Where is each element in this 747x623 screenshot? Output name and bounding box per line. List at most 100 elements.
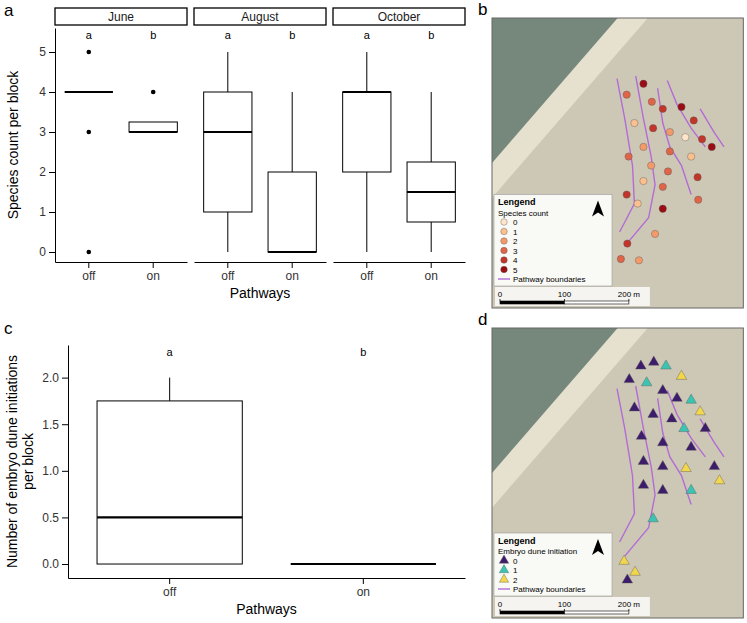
point bbox=[623, 91, 630, 98]
tick-label: 0 bbox=[498, 290, 503, 299]
legend: LengendSpecies count012345Pathway bounda… bbox=[494, 195, 612, 287]
tick-mark bbox=[62, 564, 68, 565]
scale-bar-segment bbox=[500, 611, 564, 614]
legend-subtitle: Embryo dune initiation bbox=[498, 547, 577, 556]
map-frame bbox=[492, 18, 743, 308]
sea bbox=[492, 328, 618, 473]
point bbox=[658, 460, 669, 469]
tick: 3 bbox=[39, 125, 55, 139]
legend-swatch bbox=[501, 257, 508, 264]
tick-label: 3 bbox=[39, 125, 46, 139]
legend-swatch bbox=[499, 565, 508, 573]
point bbox=[624, 240, 631, 247]
tick-label: on bbox=[357, 585, 370, 599]
tick-mark bbox=[49, 252, 55, 253]
facet-strip bbox=[55, 8, 187, 25]
scale-bar-segment bbox=[564, 301, 628, 304]
point bbox=[648, 408, 659, 417]
north-arrow bbox=[592, 201, 604, 217]
tick-label: 5 bbox=[39, 45, 46, 59]
point bbox=[687, 153, 694, 160]
legend-swatch bbox=[498, 278, 510, 279]
point bbox=[686, 441, 697, 450]
y-axis-title: Number of embryo dune initiationsper blo… bbox=[4, 355, 36, 568]
legend-swatch bbox=[501, 247, 508, 254]
axis: offon bbox=[334, 262, 466, 283]
tick-mark bbox=[153, 262, 154, 268]
tick: 0.0 bbox=[42, 557, 68, 571]
box bbox=[204, 92, 252, 212]
legend-label: 5 bbox=[513, 266, 518, 275]
significance-letter: b bbox=[289, 29, 295, 41]
point bbox=[629, 402, 640, 411]
point bbox=[695, 406, 706, 415]
point bbox=[714, 475, 725, 484]
median bbox=[204, 131, 252, 133]
outlier bbox=[87, 130, 92, 135]
tick-mark bbox=[500, 609, 501, 611]
beach bbox=[492, 328, 648, 508]
point bbox=[624, 373, 635, 382]
point bbox=[635, 257, 642, 264]
tick-label: 200 m bbox=[618, 600, 641, 609]
tick-label: on bbox=[425, 269, 438, 283]
facet-title: August bbox=[241, 10, 279, 24]
tick: 2 bbox=[39, 165, 55, 179]
legend-subtitle: Species count bbox=[498, 209, 549, 218]
tick: 1.0 bbox=[42, 464, 68, 478]
point bbox=[682, 134, 689, 141]
tick-mark bbox=[363, 578, 364, 584]
point bbox=[636, 430, 647, 439]
tick: 0 bbox=[39, 245, 55, 259]
tick-label: 2 bbox=[39, 165, 46, 179]
point bbox=[648, 356, 659, 365]
facet-strip bbox=[194, 8, 326, 25]
point bbox=[640, 177, 647, 184]
point bbox=[666, 148, 673, 155]
pathway-boundary bbox=[625, 76, 655, 246]
tick: on bbox=[147, 262, 160, 283]
point bbox=[658, 384, 669, 393]
point bbox=[640, 80, 647, 87]
tick-mark bbox=[88, 262, 89, 268]
legend-swatch bbox=[501, 238, 508, 245]
legend-label: 1 bbox=[513, 228, 518, 237]
tick-mark bbox=[62, 424, 68, 425]
legend-label: 4 bbox=[513, 256, 518, 265]
whisker bbox=[169, 378, 170, 401]
tick-mark bbox=[49, 212, 55, 213]
point bbox=[648, 162, 655, 169]
scale-bar: 0100200 m bbox=[495, 287, 650, 306]
tick-mark bbox=[431, 262, 432, 268]
significance-letter: b bbox=[360, 346, 366, 358]
tick-mark bbox=[49, 132, 55, 133]
north-arrow bbox=[592, 539, 604, 555]
axis-line bbox=[56, 262, 188, 263]
scale-bar-segment bbox=[500, 301, 564, 304]
panel-letter: d bbox=[478, 310, 487, 329]
plot-area bbox=[97, 378, 436, 564]
tick-mark bbox=[49, 92, 55, 93]
tick-mark bbox=[62, 471, 68, 472]
point bbox=[700, 422, 711, 431]
point bbox=[648, 513, 659, 522]
tick-label: off bbox=[163, 585, 177, 599]
whisker bbox=[431, 222, 432, 252]
legend-title: Lengend bbox=[498, 536, 536, 546]
tick: off bbox=[82, 262, 96, 283]
point bbox=[636, 360, 647, 369]
tick-mark bbox=[292, 262, 293, 268]
legend-label: 2 bbox=[513, 576, 518, 585]
text-line: Species count per block bbox=[5, 70, 21, 220]
tick: 2.0 bbox=[42, 371, 68, 385]
tick-label: 4 bbox=[39, 85, 46, 99]
box bbox=[291, 564, 436, 565]
tick: on bbox=[286, 262, 299, 283]
map-frame bbox=[492, 328, 743, 618]
tick-mark bbox=[564, 299, 565, 301]
tick: 1 bbox=[39, 205, 55, 219]
significance-letter: b bbox=[428, 29, 434, 41]
box bbox=[343, 92, 391, 172]
plot-area bbox=[204, 52, 317, 252]
tick-mark bbox=[62, 378, 68, 379]
